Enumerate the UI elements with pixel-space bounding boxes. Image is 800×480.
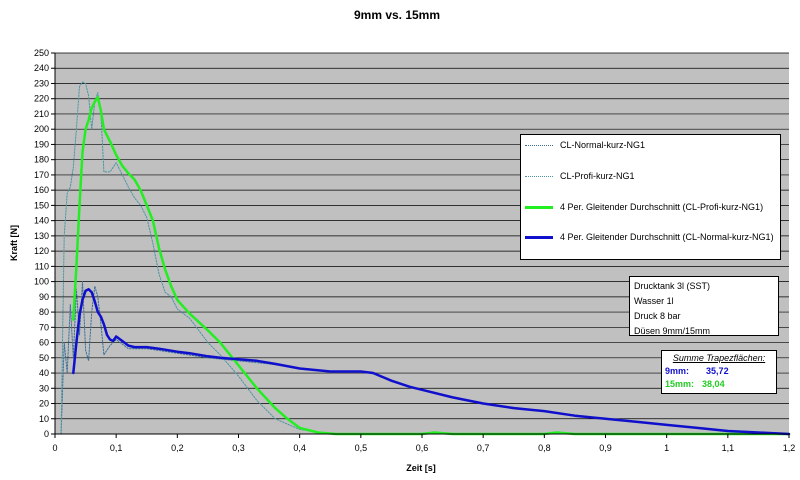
y-tick-label: 20 — [39, 399, 49, 409]
y-axis-label: Kraft [N] — [9, 225, 19, 261]
legend: CL-Normal-kurz-NG1 CL-Profi-kurz-NG1 4 P… — [520, 134, 781, 260]
legend-label-normal-raw: CL-Normal-kurz-NG1 — [560, 140, 646, 150]
chart-title: 9mm vs. 15mm — [354, 8, 440, 22]
y-tick-label: 120 — [34, 246, 49, 256]
x-tick-label: 1,2 — [783, 443, 796, 453]
x-tick-label: 0,6 — [416, 443, 429, 453]
sum-15mm-label: 15mm: — [665, 379, 695, 389]
y-tick-label: 160 — [34, 185, 49, 195]
legend-swatch-normal-raw — [525, 145, 553, 146]
y-tick-label: 200 — [34, 124, 49, 134]
legend-label-profi-raw: CL-Profi-kurz-NG1 — [560, 171, 635, 181]
y-tick-label: 140 — [34, 216, 49, 226]
y-tick-label: 100 — [34, 277, 49, 287]
y-tick-label: 50 — [39, 353, 49, 363]
info-box: Drucktank 3l (SST) Wasser 1l Druck 8 bar… — [629, 276, 779, 336]
sum-9mm-label: 9mm: — [665, 366, 690, 376]
x-tick-label: 1,1 — [722, 443, 735, 453]
legend-swatch-profi-avg — [525, 206, 553, 209]
y-tick-label: 90 — [39, 292, 49, 302]
x-tick-labels: 0 0,1 0,2 0,3 0,4 0,5 0,6 0,7 0,8 0,9 1 1,1 1,2 — [52, 434, 795, 453]
info-line-nozzles: Düsen 9mm/15mm — [634, 326, 711, 336]
x-tick-label: 0,2 — [171, 443, 184, 453]
sum-15mm-value: 38,04 — [702, 379, 725, 389]
x-tick-label: 0,3 — [232, 443, 245, 453]
x-tick-label: 0,7 — [477, 443, 490, 453]
y-tick-label: 150 — [34, 200, 49, 210]
x-tick-label: 0,1 — [110, 443, 123, 453]
y-tick-labels: 0 10 20 30 40 50 60 70 80 90 100 110 120 130 140 150 160… — [34, 48, 55, 439]
y-tick-label: 0 — [44, 429, 49, 439]
x-axis-label: Zeit [s] — [406, 463, 436, 473]
y-tick-label: 230 — [34, 78, 49, 88]
legend-label-normal-avg: 4 Per. Gleitender Durchschnitt (CL-Norma… — [560, 232, 774, 242]
y-tick-label: 130 — [34, 231, 49, 241]
y-tick-label: 210 — [34, 109, 49, 119]
y-tick-label: 40 — [39, 368, 49, 378]
y-tick-label: 170 — [34, 170, 49, 180]
info-line-water: Wasser 1l — [634, 296, 674, 306]
x-tick-label: 0,9 — [599, 443, 612, 453]
info-line-pressure: Druck 8 bar — [634, 311, 681, 321]
sum-9mm-value: 35,72 — [706, 366, 729, 376]
info-line-tank: Drucktank 3l (SST) — [634, 281, 711, 291]
sum-15mm-row: 15mm: 38,04 — [665, 378, 773, 391]
x-tick-label: 1 — [664, 443, 669, 453]
x-tick-label: 0,8 — [538, 443, 551, 453]
series-line-2 — [54, 81, 790, 435]
y-tick-label: 110 — [35, 261, 49, 271]
y-tick-label: 240 — [34, 63, 49, 73]
x-tick-label: 0,5 — [355, 443, 368, 453]
sum-title: Summe Trapezflächen: — [672, 353, 766, 363]
sum-box: Summe Trapezflächen: 9mm: 35,72 15mm: 38… — [661, 350, 777, 394]
y-tick-label: 60 — [39, 338, 49, 348]
y-tick-label: 250 — [34, 48, 49, 58]
legend-label-profi-avg: 4 Per. Gleitender Durchschnitt (CL-Profi… — [560, 202, 764, 212]
y-tick-label: 80 — [39, 307, 49, 317]
y-tick-label: 220 — [34, 94, 49, 104]
legend-swatch-profi-raw — [525, 176, 553, 177]
series-line-4 — [72, 287, 791, 436]
legend-swatch-normal-avg — [525, 236, 553, 239]
y-tick-label: 190 — [34, 139, 49, 149]
x-tick-label: 0,4 — [293, 443, 306, 453]
y-tick-label: 180 — [34, 155, 49, 165]
x-tick-label: 0 — [52, 443, 57, 453]
y-tick-label: 10 — [39, 414, 49, 424]
y-tick-label: 70 — [39, 322, 49, 332]
y-tick-label: 30 — [39, 383, 49, 393]
sum-9mm-row: 9mm: 35,72 — [665, 365, 773, 378]
